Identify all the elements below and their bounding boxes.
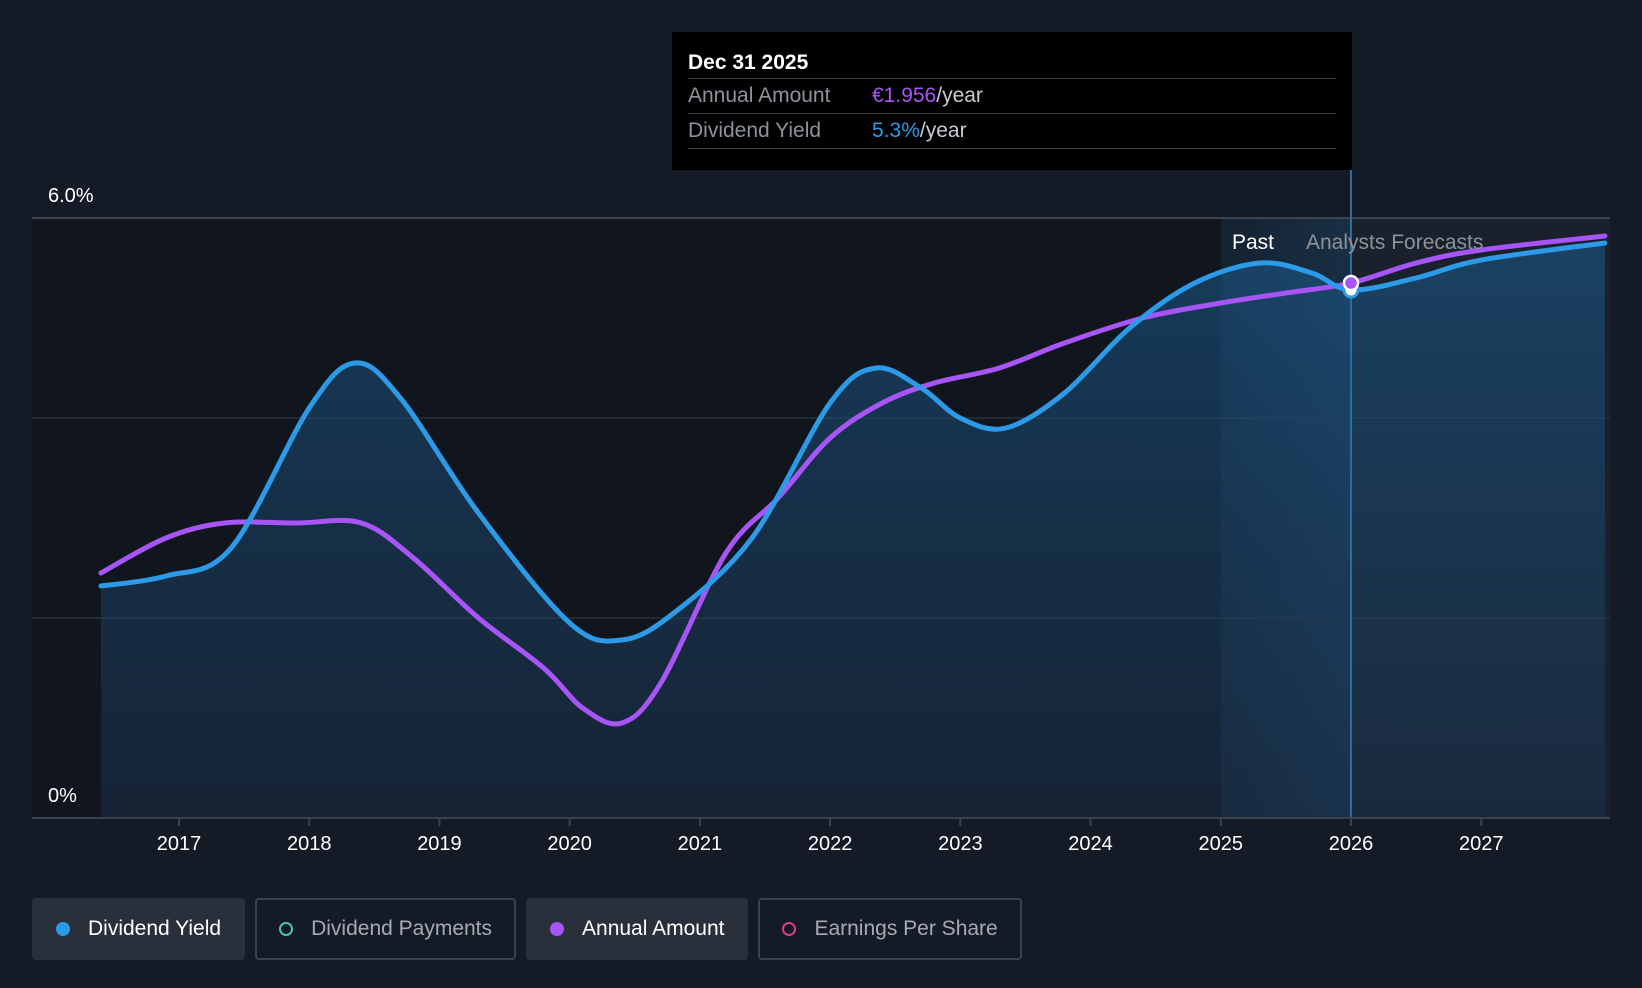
x-tick-label: 2023 — [938, 833, 983, 855]
x-tick-label: 2021 — [678, 833, 723, 855]
x-tick-label: 2018 — [287, 833, 332, 855]
y-tick-label-top: 6.0% — [48, 185, 94, 207]
legend-earnings-per-share[interactable]: Earnings Per Share — [758, 898, 1022, 960]
legend-dividend-payments[interactable]: Dividend Payments — [255, 898, 517, 960]
tooltip-annual-unit: /year — [936, 84, 983, 107]
legend-annual-amount[interactable]: Annual Amount — [526, 898, 749, 960]
legend-annual-amount-label: Annual Amount — [582, 917, 725, 940]
x-tick-label: 2017 — [157, 833, 202, 855]
y-axis-ticks: 6.0% 0% — [48, 185, 94, 807]
highlight-markers — [1342, 274, 1360, 299]
legend-dividend-yield-dot — [56, 922, 70, 936]
legend-earnings-per-share-label: Earnings Per Share — [814, 917, 998, 940]
annual-amount-marker — [1342, 274, 1360, 292]
legend-earnings-per-share-dot — [782, 922, 797, 936]
tooltip: Dec 31 2025 Annual Amount €1.956 /year D… — [672, 32, 1352, 170]
legend-dividend-yield[interactable]: Dividend Yield — [32, 898, 246, 960]
x-tick-label: 2027 — [1459, 833, 1504, 855]
x-axis-ticks: 2017 2018 2019 2020 2021 2022 2023 2024 2025 2026… — [157, 818, 1504, 855]
x-tick-label: 2020 — [547, 833, 592, 855]
tooltip-row-dividend-yield: Dividend Yield 5.3% /year — [688, 113, 1336, 149]
legend-dividend-payments-dot — [279, 922, 294, 936]
x-tick-label: 2024 — [1068, 833, 1113, 855]
forecast-label: Analysts Forecasts — [1306, 231, 1483, 254]
tooltip-yield-label: Dividend Yield — [688, 119, 822, 142]
dividend-yield-line — [98, 240, 1608, 644]
tooltip-yield-value: 5.3% — [872, 119, 920, 142]
tooltip-date: Dec 31 2025 — [688, 51, 809, 74]
dividend-yield-area — [100, 243, 1605, 818]
legend-dividend-yield-label: Dividend Yield — [88, 917, 222, 940]
past-label: Past — [1232, 231, 1274, 254]
tooltip-annual-value: €1.956 — [872, 84, 937, 107]
x-tick-label: 2025 — [1199, 833, 1244, 855]
legend-dividend-payments-label: Dividend Payments — [311, 917, 493, 940]
chart-legend: Dividend Yield Dividend Payments Annual … — [32, 898, 1022, 960]
tooltip-yield-unit: /year — [919, 119, 967, 142]
x-tick-label: 2022 — [808, 833, 853, 855]
x-tick-label: 2026 — [1329, 833, 1374, 855]
y-tick-label-bottom: 0% — [48, 785, 77, 807]
x-tick-label: 2019 — [417, 833, 462, 855]
legend-annual-amount-dot — [550, 922, 565, 936]
tooltip-row-annual-amount: Annual Amount €1.956 /year — [688, 78, 1336, 113]
tooltip-annual-label: Annual Amount — [688, 84, 831, 107]
